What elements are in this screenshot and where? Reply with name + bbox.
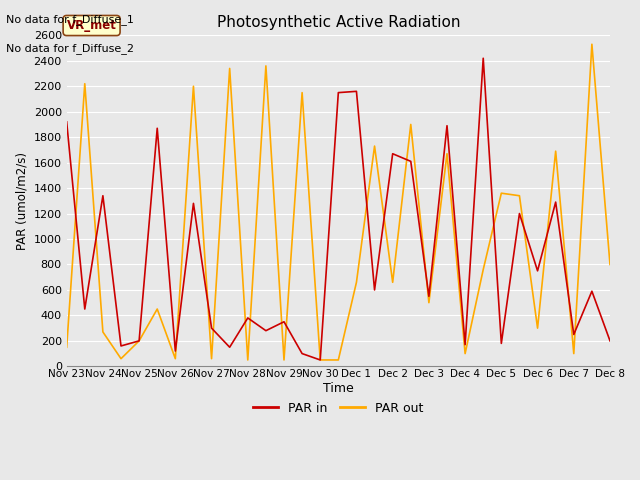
PAR out [425, 300, 433, 306]
PAR out [172, 356, 179, 361]
X-axis label: Time: Time [323, 382, 354, 395]
PAR out [479, 267, 487, 273]
Y-axis label: PAR (umol/m2/s): PAR (umol/m2/s) [15, 152, 28, 250]
Text: No data for f_Diffuse_2: No data for f_Diffuse_2 [6, 43, 134, 54]
PAR out [135, 338, 143, 344]
PAR out [208, 356, 216, 361]
PAR out [63, 344, 70, 350]
Line: PAR out: PAR out [67, 44, 610, 360]
PAR in [425, 293, 433, 299]
PAR out [588, 41, 596, 47]
PAR out [335, 357, 342, 363]
PAR out [443, 151, 451, 156]
PAR in [353, 88, 360, 94]
PAR out [298, 90, 306, 96]
PAR in [479, 55, 487, 61]
PAR in [371, 287, 378, 293]
Line: PAR in: PAR in [67, 58, 610, 360]
PAR in [570, 332, 578, 337]
PAR out [189, 84, 197, 89]
Text: VR_met: VR_met [67, 19, 116, 32]
PAR out [226, 66, 234, 72]
Title: Photosynthetic Active Radiation: Photosynthetic Active Radiation [216, 15, 460, 30]
PAR in [461, 342, 469, 348]
PAR out [99, 329, 107, 335]
PAR out [154, 306, 161, 312]
PAR out [389, 279, 397, 285]
PAR in [552, 199, 559, 205]
PAR out [280, 357, 288, 363]
PAR out [117, 356, 125, 361]
PAR in [135, 338, 143, 344]
Text: No data for f_Diffuse_1: No data for f_Diffuse_1 [6, 14, 134, 25]
PAR out [316, 357, 324, 363]
PAR in [262, 328, 269, 334]
PAR out [262, 63, 269, 69]
PAR in [588, 288, 596, 294]
PAR out [606, 262, 614, 267]
PAR in [172, 348, 179, 354]
PAR out [244, 357, 252, 363]
PAR in [443, 123, 451, 129]
PAR in [516, 211, 524, 216]
PAR in [189, 201, 197, 206]
PAR in [316, 357, 324, 363]
PAR in [154, 125, 161, 131]
Legend: PAR in, PAR out: PAR in, PAR out [248, 396, 428, 420]
PAR in [335, 90, 342, 96]
PAR in [534, 268, 541, 274]
PAR in [226, 344, 234, 350]
PAR in [606, 338, 614, 344]
PAR in [81, 306, 88, 312]
PAR in [298, 351, 306, 357]
PAR out [371, 143, 378, 149]
PAR out [497, 190, 505, 196]
PAR in [497, 340, 505, 346]
PAR out [516, 193, 524, 199]
PAR out [81, 81, 88, 86]
PAR in [99, 193, 107, 199]
PAR in [280, 319, 288, 324]
PAR out [407, 121, 415, 127]
PAR in [208, 325, 216, 331]
PAR out [552, 148, 559, 154]
PAR out [461, 351, 469, 357]
PAR in [117, 343, 125, 349]
PAR out [534, 325, 541, 331]
PAR out [570, 351, 578, 357]
PAR in [63, 119, 70, 125]
PAR in [389, 151, 397, 156]
PAR out [353, 279, 360, 285]
PAR in [407, 158, 415, 164]
PAR in [244, 315, 252, 321]
